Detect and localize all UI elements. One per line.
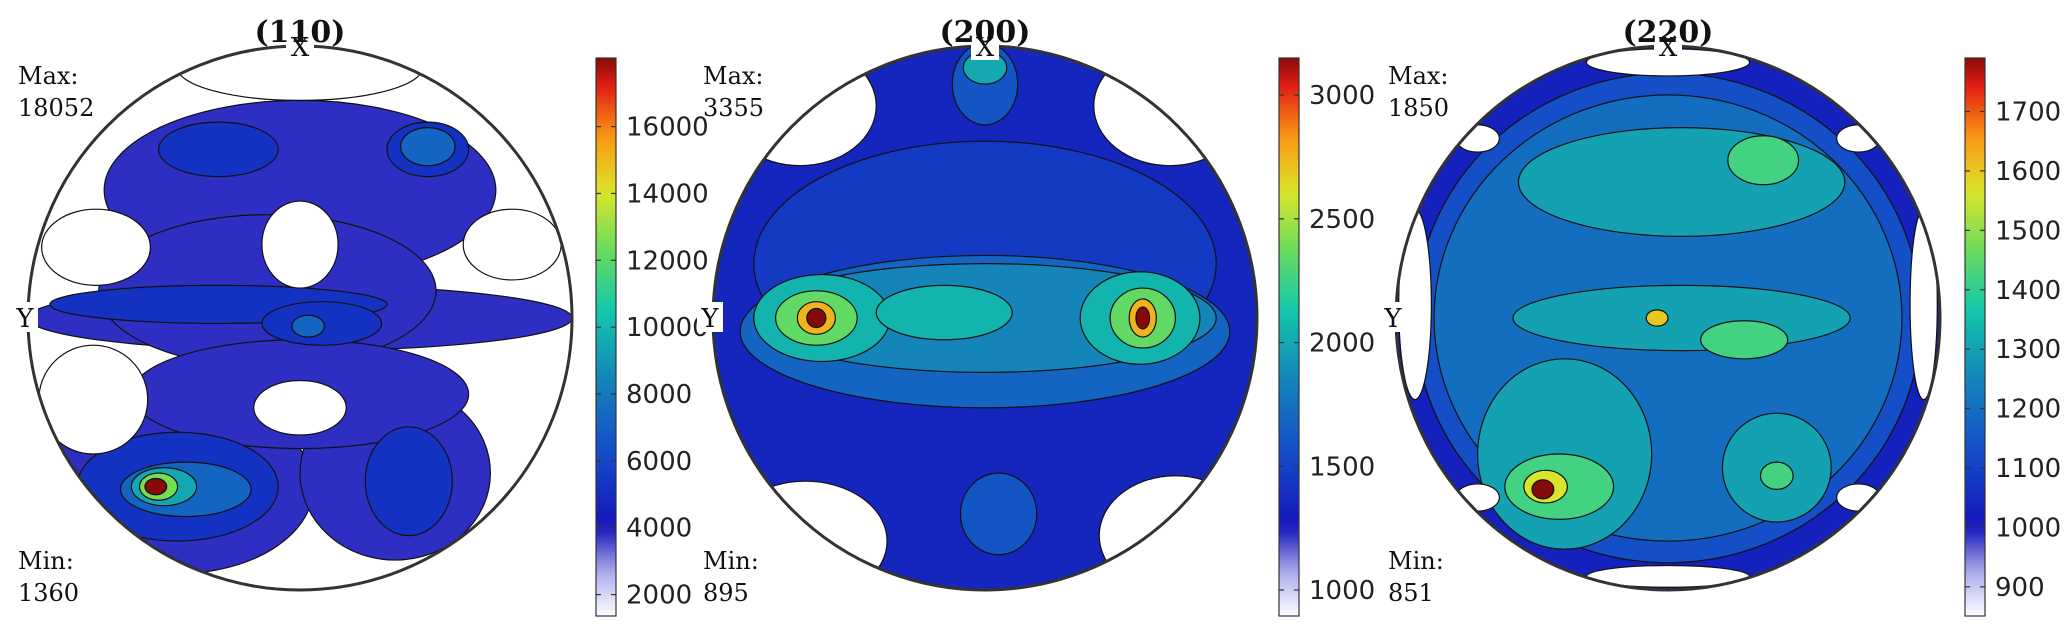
- min-label: Min:: [1388, 547, 1444, 575]
- panel-title: (200): [939, 15, 1030, 50]
- contour-region: [1512, 284, 1851, 352]
- axis-label-x: X: [291, 33, 310, 63]
- contour-region: [1135, 306, 1151, 330]
- colorbar-tick-label: 4000: [626, 514, 692, 544]
- colorbar-tick-label: 1400: [1995, 276, 2061, 306]
- axis-label-x: X: [1659, 33, 1678, 63]
- contour-region: [1759, 461, 1794, 490]
- colorbar-tick-label: 1500: [1995, 216, 2061, 246]
- contour-region: [806, 307, 827, 329]
- colorbar-tick-label: 2000: [626, 581, 692, 611]
- colorbar: 2000 4000 6000 8000 10000 12000 14000 16000: [595, 57, 709, 617]
- min-label: Min:: [703, 547, 759, 575]
- contour-region: [400, 126, 456, 167]
- colorbar-tick-label: 1000: [1309, 576, 1375, 606]
- colorbar-gradient: [595, 57, 617, 617]
- contour-gap: [1909, 208, 1938, 401]
- max-label: Max:: [1388, 62, 1449, 90]
- contour-gap: [261, 200, 339, 289]
- colorbar-tick-label: 1100: [1995, 454, 2061, 484]
- max-label: Max:: [703, 62, 764, 90]
- contour-region: [1727, 135, 1800, 186]
- max-value: 3355: [703, 94, 764, 122]
- contour-gap: [1098, 475, 1253, 590]
- colorbar-gradient: [1964, 57, 1986, 617]
- pole-figure-3: X Y (220) Max: 1850 Min: 851 900 1000 1100 1200 130…: [1380, 15, 2061, 617]
- pole-figure-2: X Y (200) Max: 3355 Min: 895 1000 1500 2000 2500 30…: [697, 15, 1375, 617]
- pole-figure-1: X Y (110) Max: 18052 Min: 1360 2000 4000 6000 8000…: [12, 15, 709, 617]
- contour-region: [291, 314, 326, 338]
- colorbar-tick-label: 1500: [1309, 452, 1375, 482]
- colorbar-tick-label: 12000: [626, 246, 709, 276]
- colorbar-tick-label: 900: [1995, 573, 2045, 603]
- colorbar-tick-label: 1600: [1995, 157, 2061, 187]
- axis-label-y: Y: [1383, 304, 1402, 334]
- colorbar-tick-label: 2500: [1309, 205, 1375, 235]
- colorbar-tick-label: 8000: [626, 380, 692, 410]
- contour-region: [364, 426, 453, 537]
- colorbar: 1000 1500 2000 2500 3000: [1278, 57, 1375, 617]
- panel-title: (110): [254, 15, 345, 50]
- panel-title: (220): [1622, 15, 1713, 50]
- colorbar-gradient: [1278, 57, 1300, 617]
- colorbar-tick-label: 10000: [626, 313, 709, 343]
- colorbar-tick-label: 1200: [1995, 395, 2061, 425]
- colorbar: 900 1000 1100 1200 1300 1400 1500 1600 1700: [1964, 57, 2061, 617]
- axis-label-y: Y: [700, 304, 719, 334]
- colorbar-tick-label: 3000: [1309, 81, 1375, 111]
- contour-region: [875, 284, 1013, 341]
- min-value: 895: [703, 579, 749, 607]
- max-value: 18052: [18, 94, 94, 122]
- contour-gap: [253, 379, 347, 436]
- contour-region: [959, 472, 1038, 556]
- contour-region: [1700, 320, 1789, 360]
- max-label: Max:: [18, 62, 79, 90]
- colorbar-tick-label: 16000: [626, 113, 709, 143]
- axis-label-x: X: [976, 33, 995, 63]
- colorbar-tick-label: 14000: [626, 179, 709, 209]
- max-value: 1850: [1388, 94, 1449, 122]
- colorbar-tick-label: 2000: [1309, 329, 1375, 359]
- contour-region: [144, 477, 168, 496]
- min-label: Min:: [18, 547, 74, 575]
- contour-region: [1531, 479, 1555, 500]
- colorbar-tick-label: 1300: [1995, 335, 2061, 365]
- colorbar-tick-label: 1700: [1995, 97, 2061, 127]
- colorbar-tick-label: 6000: [626, 447, 692, 477]
- min-value: 851: [1388, 579, 1434, 607]
- contour-region: [157, 121, 279, 178]
- colorbar-tick-label: 1000: [1995, 513, 2061, 543]
- contour-gap: [462, 208, 562, 281]
- axis-label-y: Y: [15, 304, 34, 334]
- contour-gap: [1093, 46, 1247, 167]
- min-value: 1360: [18, 579, 79, 607]
- contour-region: [1645, 309, 1669, 327]
- contour-region: [1517, 126, 1846, 238]
- contour-gap: [40, 208, 152, 286]
